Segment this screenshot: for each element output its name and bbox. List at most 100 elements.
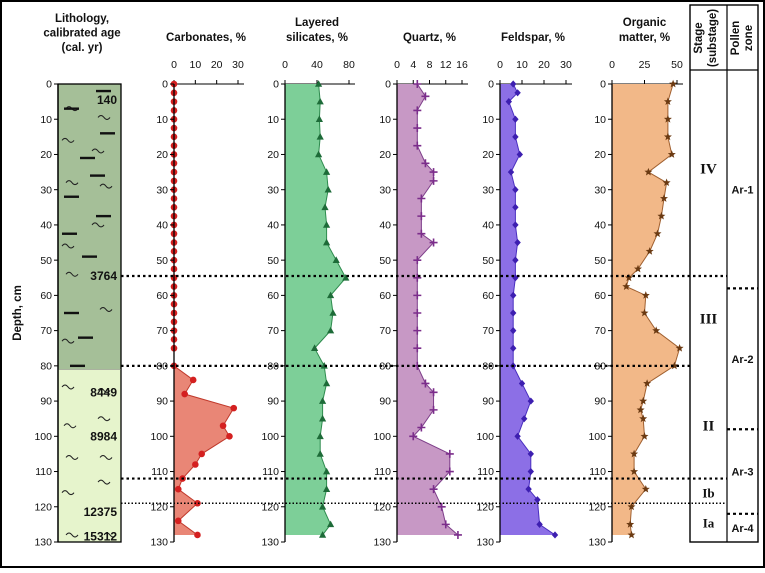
depth-tick-label: 90 [594, 396, 606, 408]
stage-pollen-frame [689, 4, 759, 543]
stage-label: III [700, 311, 718, 327]
layered-silicates-area [285, 84, 346, 535]
lithology-wave-mark [103, 532, 117, 538]
quartz-point [413, 291, 422, 300]
depth-tick-label: 60 [267, 290, 279, 302]
organic-matter-point [657, 211, 666, 220]
organic-matter-point [641, 291, 650, 299]
depth-tick-label: 40 [379, 220, 391, 232]
quartz-point [421, 159, 430, 168]
feldspar-x-tick-label: 10 [516, 59, 528, 71]
depth-tick-label: 110 [589, 466, 606, 478]
feldspar-point [507, 168, 515, 176]
lithology-wave-mark [63, 423, 77, 429]
organic-matter-point [652, 326, 661, 335]
carbonates-point [192, 461, 199, 468]
stage-label: Ib [702, 486, 714, 501]
lithology-wave-mark [61, 490, 75, 496]
organic-matter-point [627, 530, 636, 539]
lithology-title-line-1: Lithology, [55, 13, 109, 25]
depth-tick-label: 60 [594, 290, 606, 302]
quartz-point [417, 194, 426, 203]
organic-matter-point [622, 282, 631, 290]
organic-matter-point [641, 484, 650, 493]
lithology-wave-mark [97, 416, 111, 422]
quartz-point [413, 326, 422, 335]
depth-tick-label: 10 [156, 114, 168, 126]
carbonates-x-tick-label: 0 [171, 59, 177, 71]
quartz-point [413, 106, 422, 115]
organic-matter-point [639, 414, 648, 423]
depth-tick-label: 0 [273, 79, 279, 91]
depth-tick-label: 60 [40, 290, 52, 302]
layered-silicates-point [315, 80, 323, 87]
organic-matter-point [624, 273, 633, 282]
quartz-point [413, 124, 422, 133]
depth-tick-label: 70 [156, 325, 168, 337]
pollen-zone-label: Ar-4 [731, 523, 754, 535]
depth-tick-label: 110 [151, 466, 168, 478]
layered-silicates-point [323, 221, 331, 228]
layered-silicates-point [323, 168, 331, 175]
feldspar-point [510, 291, 517, 299]
lithology-wave-mark [99, 306, 113, 312]
depth-tick-label: 40 [267, 220, 279, 232]
text-layer: Lithology, calibrated age (cal. yr) 0 10 20 30… [12, 9, 755, 549]
layered-silicates-point [342, 273, 350, 281]
lithology-wave-mark [61, 137, 75, 143]
depth-tick-label: 100 [34, 431, 52, 443]
carbonates-point [181, 390, 188, 398]
quartz-point [413, 80, 422, 88]
organic-matter-point [634, 264, 642, 273]
quartz-x-tick-label: 8 [427, 59, 433, 71]
depth-tick-label: 80 [156, 360, 168, 372]
feldspar-x-tick-label: 0 [497, 59, 503, 71]
age-label: 12375 [84, 505, 118, 519]
organic-matter-x-tick-label: 0 [609, 59, 615, 71]
layered-silicates-point [323, 238, 331, 246]
organic-matter-x-tick-label: 25 [639, 59, 651, 71]
depth-tick-label: 40 [156, 220, 168, 232]
feldspar-title-line-1: Feldspar, % [501, 32, 565, 44]
layered-silicates-point [332, 256, 340, 263]
depth-tick-label: 0 [600, 79, 606, 91]
depth-tick-label: 120 [150, 501, 168, 513]
layered-silicates-point [316, 133, 324, 140]
depth-tick-label: 70 [40, 325, 52, 337]
depth-tick-label: 50 [156, 255, 168, 267]
feldspar-line [508, 83, 556, 536]
carbonates-point [230, 404, 238, 412]
layered-silicates-point [316, 450, 324, 457]
organic-matter-point [627, 502, 636, 511]
depth-tick-label: 70 [482, 325, 494, 337]
feldspar-point [510, 344, 517, 352]
feldspar-point [505, 98, 512, 106]
lithology-unit-upper [58, 84, 121, 370]
carbonates-point [219, 422, 227, 430]
carbonates-title-line-1: Carbonates, % [166, 32, 246, 44]
age-label: 8449 [90, 385, 117, 399]
feldspar-point [525, 485, 532, 493]
depth-tick-label: 20 [40, 149, 52, 161]
depth-tick-label: 120 [476, 501, 494, 513]
lithology-wave-mark [97, 388, 111, 394]
quartz-point [429, 168, 438, 177]
depth-tick-label: 20 [156, 149, 168, 161]
quartz-point [417, 212, 426, 221]
feldspar-point [510, 309, 517, 317]
quartz-point [421, 92, 430, 101]
quartz-x-tick-label: 4 [410, 59, 416, 71]
layered-silicates-title-line-1: Layered [295, 17, 339, 29]
depth-tick-label: 10 [482, 114, 494, 126]
organic-matter-title-line-2: matter, % [619, 32, 670, 44]
layered-silicates-point [329, 309, 337, 316]
feldspar-area [500, 84, 555, 535]
lithology-title-line-3: (cal. yr) [62, 42, 103, 54]
depth-tick-label: 50 [267, 255, 279, 267]
organic-matter-point [669, 79, 678, 88]
depth-tick-label: 40 [40, 220, 52, 232]
lithology-wave-mark [65, 532, 79, 538]
organic-matter-point [639, 396, 648, 405]
stage-label: IV [700, 162, 717, 178]
